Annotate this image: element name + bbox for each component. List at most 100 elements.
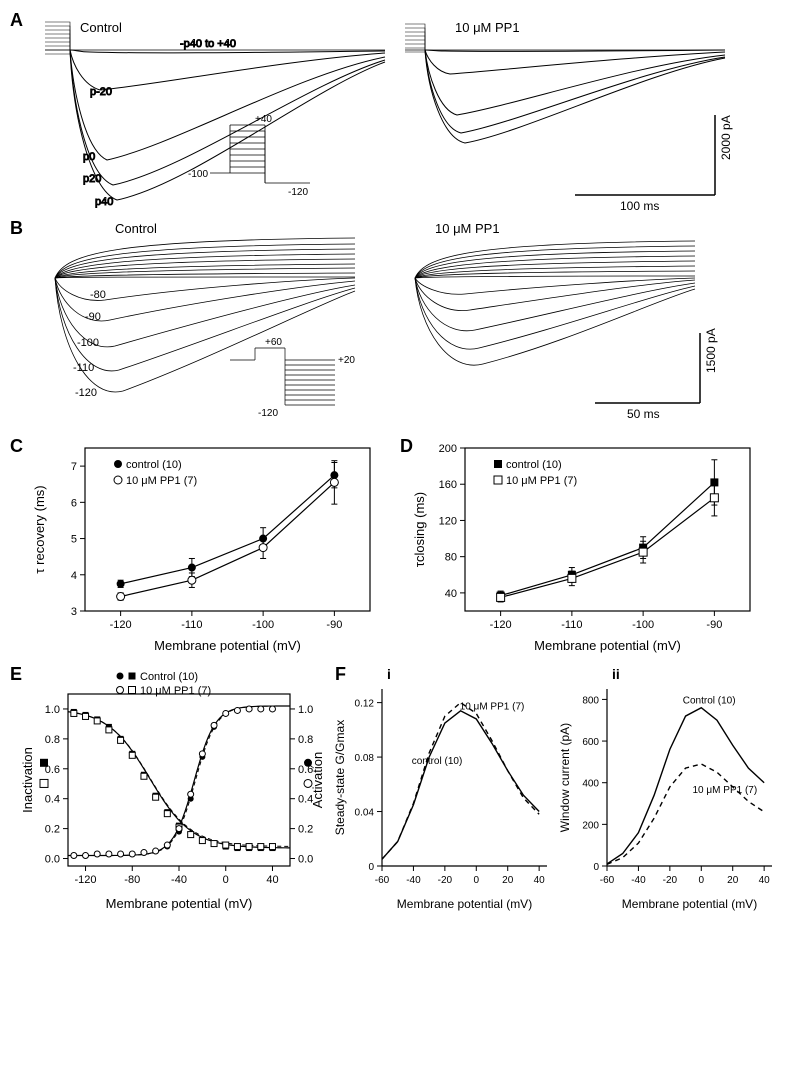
svg-text:control (10): control (10): [506, 459, 562, 471]
svg-text:-90: -90: [706, 619, 722, 631]
svg-text:-40: -40: [171, 874, 187, 886]
svg-text:0: 0: [699, 875, 705, 886]
svg-text:20: 20: [727, 875, 739, 886]
panel-A-left-svg: Control -p40 to +40 p-20: [35, 10, 395, 210]
protocol-B-bottom: -120: [258, 408, 278, 419]
protocol-A-left: -100: [188, 169, 208, 180]
svg-text:-40: -40: [406, 875, 421, 886]
svg-text:-120: -120: [490, 619, 512, 631]
svg-text:600: 600: [582, 737, 599, 748]
svg-text:10 μM PP1 (7): 10 μM PP1 (7): [506, 475, 577, 487]
svg-text:7: 7: [71, 461, 77, 473]
svg-text:40: 40: [266, 874, 278, 886]
svg-text:10 μM PP1 (7): 10 μM PP1 (7): [140, 685, 211, 697]
scalebar-B-y: 1500 pA: [704, 328, 718, 373]
svg-text:-60: -60: [375, 875, 390, 886]
panel-EF-row: E -120-80-400400.00.00.20.20.40.40.60.60…: [10, 664, 781, 914]
svg-text:80: 80: [445, 552, 457, 564]
svg-text:40: 40: [534, 875, 546, 886]
svg-text:0: 0: [593, 862, 599, 873]
panel-D: -120-110-100-904080120160200Membrane pot…: [410, 436, 770, 656]
svg-text:5: 5: [71, 534, 77, 546]
panel-C-svg: -120-110-100-9034567Membrane potential (…: [30, 436, 390, 656]
svg-text:-20: -20: [438, 875, 453, 886]
svg-text:20: 20: [502, 875, 514, 886]
svg-text:10 μM PP1 (7): 10 μM PP1 (7): [460, 701, 525, 712]
svg-text:Control (10): Control (10): [683, 696, 736, 707]
svg-text:0.0: 0.0: [298, 854, 313, 866]
svg-text:0: 0: [223, 874, 229, 886]
panel-Fi: i-60-40-200204000.040.080.12Membrane pot…: [330, 664, 555, 914]
svg-text:Inactivation: Inactivation: [20, 747, 35, 813]
trace-label-p20: p20: [83, 173, 101, 185]
svg-text:0: 0: [368, 862, 374, 873]
panel-A: A Control -p40 to +40: [10, 10, 781, 210]
svg-text:0.2: 0.2: [45, 824, 60, 836]
trace-label-p-20: p-20: [90, 86, 112, 98]
trace-B-80: -80: [90, 289, 106, 301]
svg-text:0.08: 0.08: [355, 753, 375, 764]
svg-text:-80: -80: [124, 874, 140, 886]
scalebar-A-y: 2000 pA: [719, 115, 733, 160]
panel-C: -120-110-100-9034567Membrane potential (…: [30, 436, 390, 656]
svg-text:0.0: 0.0: [45, 854, 60, 866]
svg-text:Membrane potential (mV): Membrane potential (mV): [106, 896, 253, 911]
panel-A-left: Control -p40 to +40 p-20: [35, 10, 395, 210]
scalebar-A-x: 100 ms: [620, 199, 659, 210]
svg-text:0: 0: [474, 875, 480, 886]
protocol-B-top: +60: [265, 337, 282, 348]
panel-Fi-svg: i-60-40-200204000.040.080.12Membrane pot…: [330, 664, 555, 914]
svg-text:200: 200: [582, 820, 599, 831]
panel-A-right-title: 10 μM PP1: [455, 20, 520, 35]
svg-text:10 μM PP1 (7): 10 μM PP1 (7): [126, 475, 197, 487]
svg-text:τ recovery (ms): τ recovery (ms): [32, 485, 47, 573]
protocol-A-bottom: -120: [288, 187, 308, 198]
svg-text:Window current (pA): Window current (pA): [558, 723, 572, 832]
panel-E: -120-80-400400.00.00.20.20.40.40.60.60.8…: [20, 664, 330, 914]
panel-A-right: 10 μM PP1 100 ms 2000 pA: [395, 10, 775, 210]
panel-Fii-svg: ii-60-40-20020400200400600800Membrane po…: [555, 664, 780, 914]
svg-text:ii: ii: [612, 666, 620, 682]
svg-text:i: i: [387, 666, 391, 682]
panel-B: B Control -80 -90 -100: [10, 218, 781, 428]
panel-D-svg: -120-110-100-904080120160200Membrane pot…: [410, 436, 770, 656]
svg-text:800: 800: [582, 695, 599, 706]
trace-B-90: -90: [85, 311, 101, 323]
scalebar-B-x: 50 ms: [627, 407, 660, 421]
svg-text:0.4: 0.4: [45, 794, 60, 806]
svg-text:control (10): control (10): [126, 459, 182, 471]
svg-text:200: 200: [439, 443, 457, 455]
svg-text:-100: -100: [252, 619, 274, 631]
svg-text:Membrane potential (mV): Membrane potential (mV): [154, 638, 301, 653]
svg-text:-110: -110: [181, 619, 202, 631]
svg-text:-120: -120: [75, 874, 97, 886]
svg-text:400: 400: [582, 779, 599, 790]
trace-label-p40plus: -p40 to +40: [180, 38, 236, 50]
panel-Fii: ii-60-40-20020400200400600800Membrane po…: [555, 664, 780, 914]
svg-text:0.12: 0.12: [355, 699, 375, 710]
svg-text:Steady-state G/Gmax: Steady-state G/Gmax: [333, 720, 347, 835]
svg-text:160: 160: [439, 479, 457, 491]
panel-CD-row: C -120-110-100-9034567Membrane potential…: [10, 436, 781, 656]
svg-text:0.2: 0.2: [298, 824, 313, 836]
svg-text:-20: -20: [663, 875, 678, 886]
svg-text:Membrane potential (mV): Membrane potential (mV): [622, 897, 757, 911]
trace-B-100: -100: [77, 337, 99, 349]
panel-B-right: 10 μM PP1 50 ms 1500 pA: [395, 218, 775, 428]
svg-text:120: 120: [439, 515, 457, 527]
panel-B-left: Control -80 -90 -100 -110: [35, 218, 395, 428]
svg-text:-120: -120: [110, 619, 132, 631]
svg-text:1.0: 1.0: [298, 704, 313, 716]
svg-text:40: 40: [445, 588, 457, 600]
svg-text:Control (10): Control (10): [140, 671, 198, 683]
svg-text:10 μM PP1 (7): 10 μM PP1 (7): [693, 785, 758, 796]
svg-text:-60: -60: [600, 875, 615, 886]
panel-B-left-svg: Control -80 -90 -100 -110: [35, 218, 395, 428]
panel-E-svg: -120-80-400400.00.00.20.20.40.40.60.60.8…: [20, 664, 330, 914]
svg-text:τclosing (ms): τclosing (ms): [412, 492, 427, 567]
figure: A Control -p40 to +40: [10, 10, 781, 914]
panel-B-left-title: Control: [115, 221, 157, 236]
svg-text:-40: -40: [631, 875, 646, 886]
svg-text:6: 6: [71, 497, 77, 509]
protocol-B-right: +20: [338, 355, 355, 366]
